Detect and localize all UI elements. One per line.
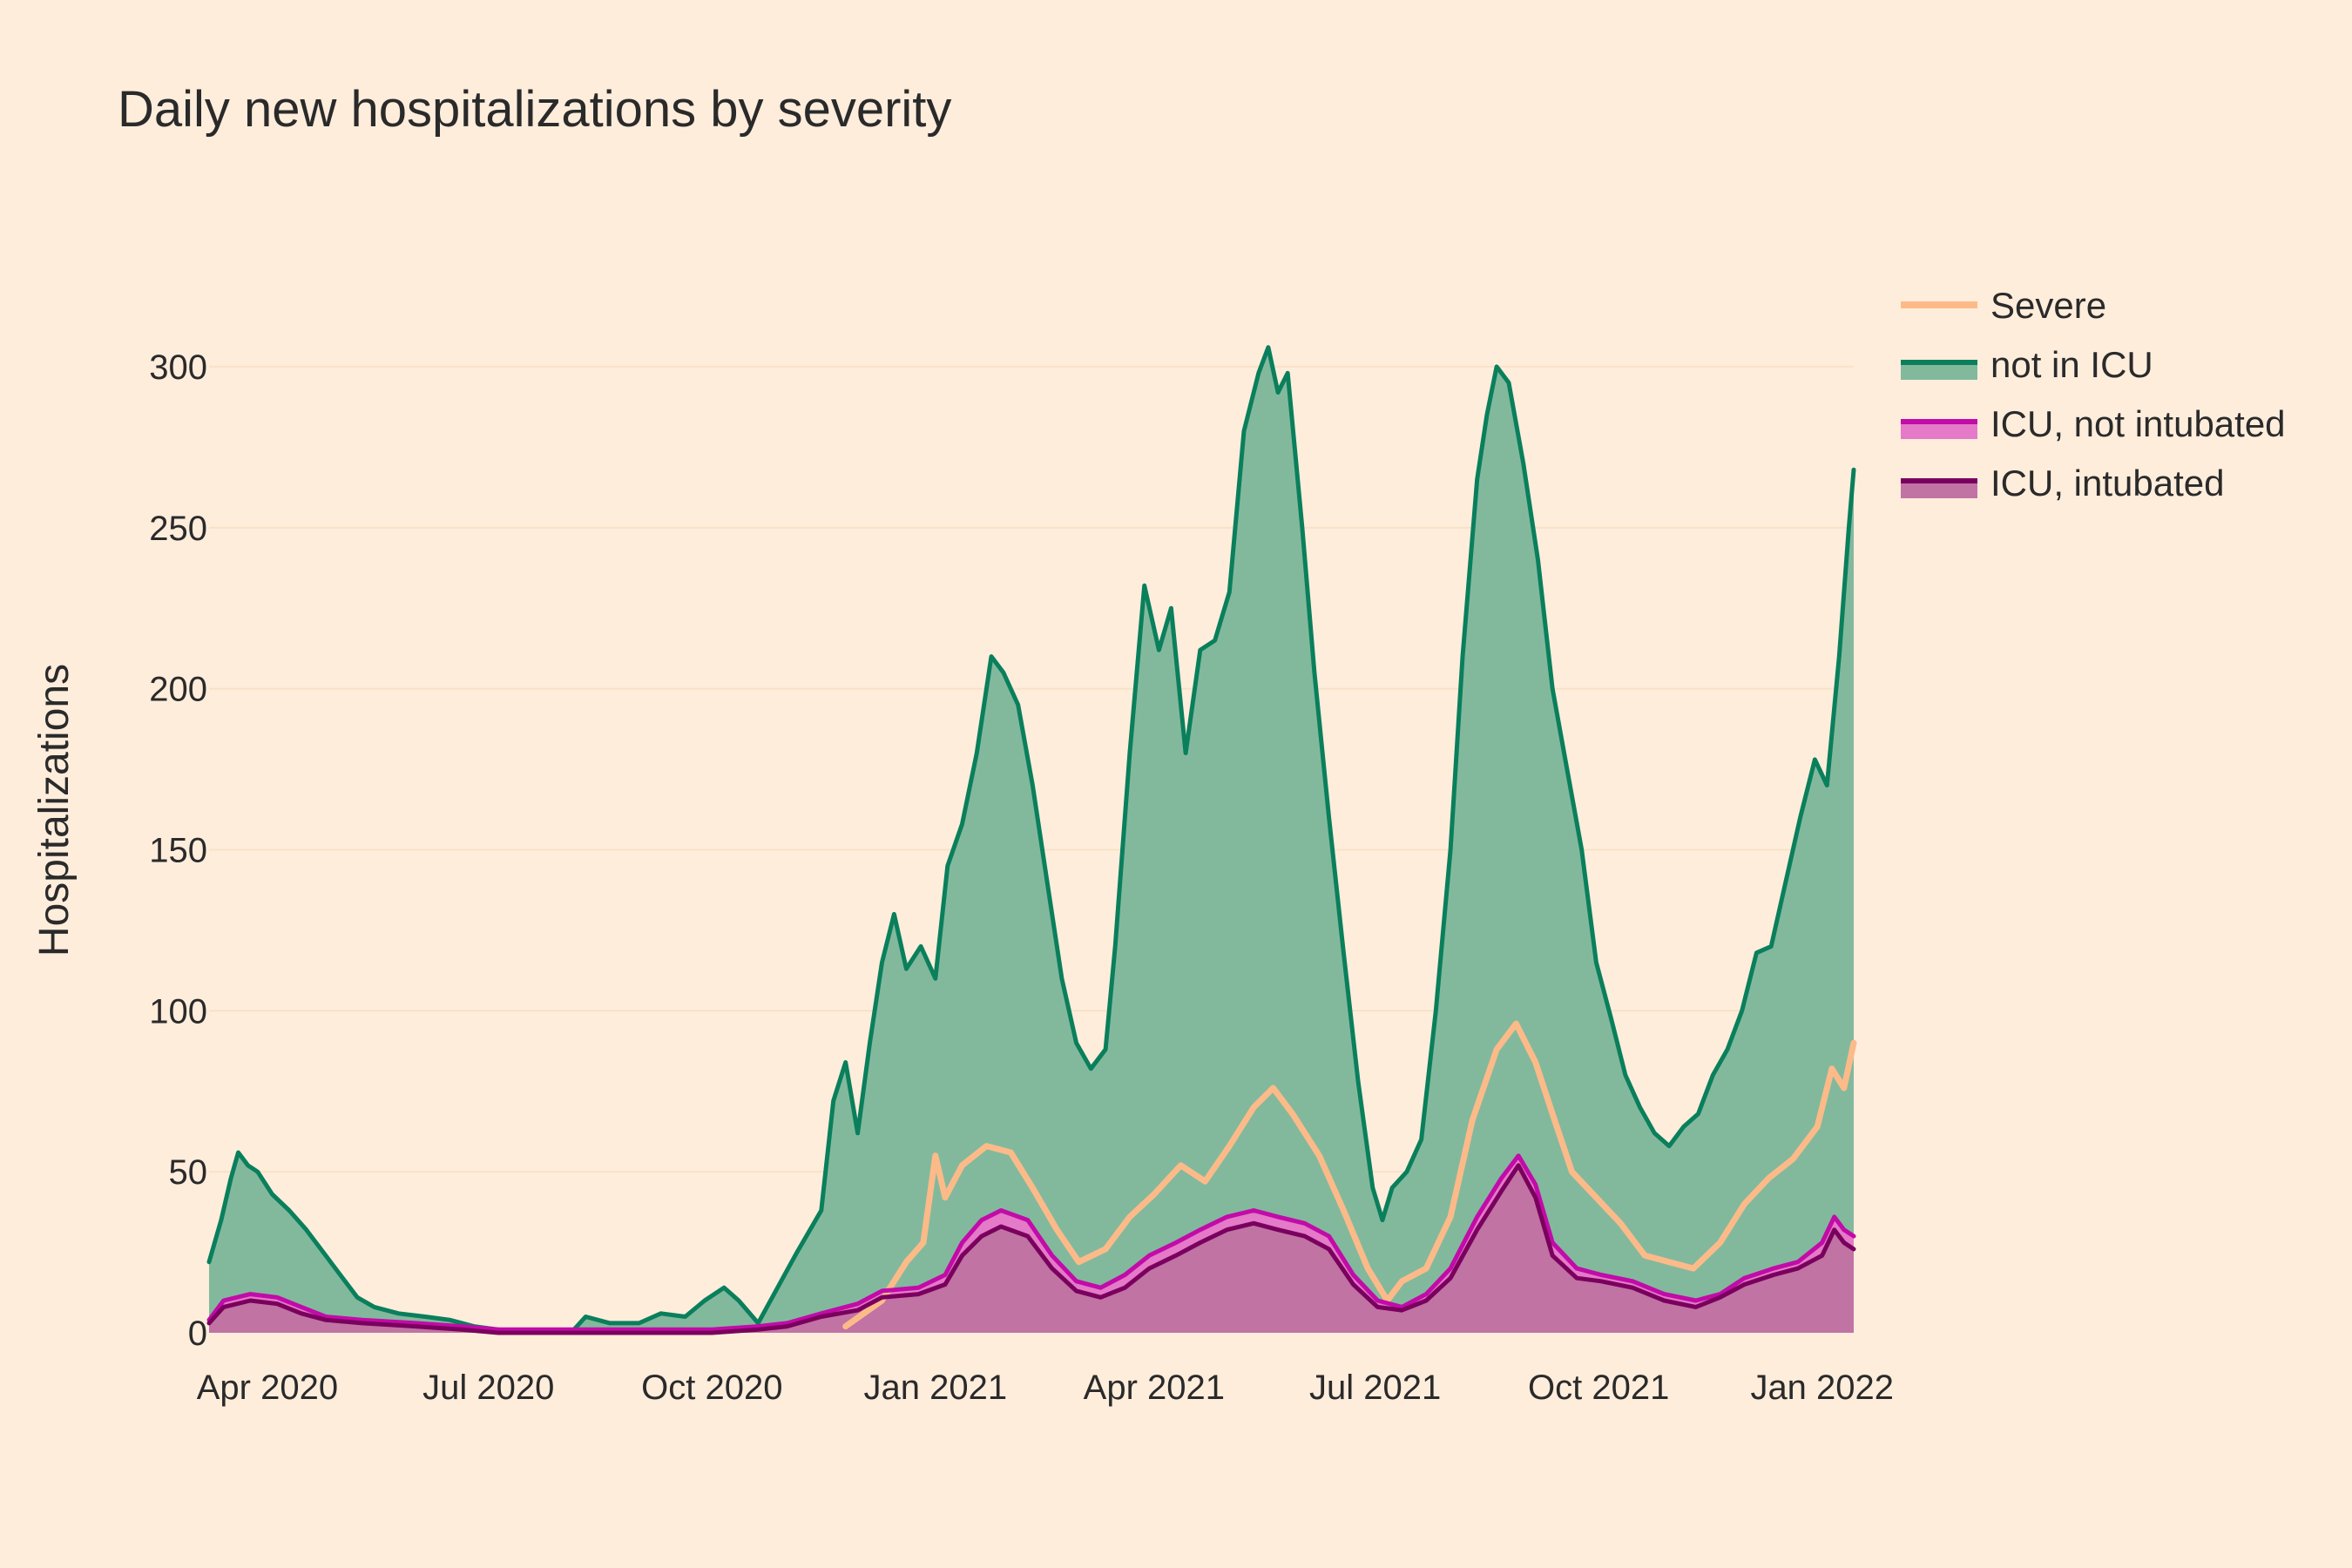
legend-label-icu-not-intubated: ICU, not intubated: [1990, 403, 2286, 444]
y-tick-150: 150: [149, 831, 207, 869]
chart-title: Daily new hospitalizations by severity: [118, 81, 951, 138]
legend-item-not-in-icu: not in ICU: [1901, 344, 2153, 385]
legend-swatch-fill-not-in-icu: [1901, 362, 1977, 380]
legend-label-not-in-icu: not in ICU: [1990, 344, 2153, 385]
area-not-in-icu: [209, 347, 1854, 1334]
x-tick-jan-2021: Jan 2021: [864, 1369, 1008, 1407]
legend-item-icu-intubated: ICU, intubated: [1901, 463, 2225, 504]
legend-label-icu-intubated: ICU, intubated: [1990, 463, 2225, 504]
line-icu-not-intubated: [206, 1153, 1856, 1332]
legend-item-severe: Severe: [1901, 285, 2106, 326]
legend-item-icu-not-intubated: ICU, not intubated: [1901, 403, 2286, 444]
y-tick-250: 250: [149, 510, 207, 548]
series-lines: [206, 345, 1857, 1335]
legend-swatch-fill-icu-intubated: [1901, 481, 1977, 498]
y-tick-300: 300: [149, 348, 207, 387]
y-axis-label: Hospitalizations: [31, 664, 78, 956]
legend-swatch-fill-icu-not-intubated: [1901, 422, 1977, 439]
x-tick-oct-2021: Oct 2021: [1528, 1369, 1669, 1407]
x-tick-jul-2020: Jul 2020: [422, 1369, 554, 1407]
y-tick-100: 100: [149, 992, 207, 1031]
y-tick-labels: 0 50 100 150 200 250 300: [149, 348, 207, 1353]
area-icu-intubated: [209, 1165, 1854, 1333]
x-tick-apr-2021: Apr 2021: [1084, 1369, 1225, 1407]
line-icu-intubated: [206, 1163, 1856, 1335]
x-tick-jul-2021: Jul 2021: [1309, 1369, 1441, 1407]
y-tick-0: 0: [188, 1315, 207, 1353]
x-tick-apr-2020: Apr 2020: [197, 1369, 338, 1407]
x-tick-jan-2022: Jan 2022: [1750, 1369, 1894, 1407]
line-severe: [842, 1020, 1857, 1330]
x-tick-oct-2020: Oct 2020: [641, 1369, 782, 1407]
x-tick-labels: Apr 2020 Jul 2020 Oct 2020 Jan 2021 Apr 2021…: [197, 1369, 1894, 1407]
legend: Severe not in ICU ICU, not intubated ICU, i…: [1901, 285, 2286, 504]
legend-label-severe: Severe: [1990, 285, 2106, 326]
y-tick-50: 50: [169, 1153, 208, 1192]
y-tick-200: 200: [149, 671, 207, 709]
